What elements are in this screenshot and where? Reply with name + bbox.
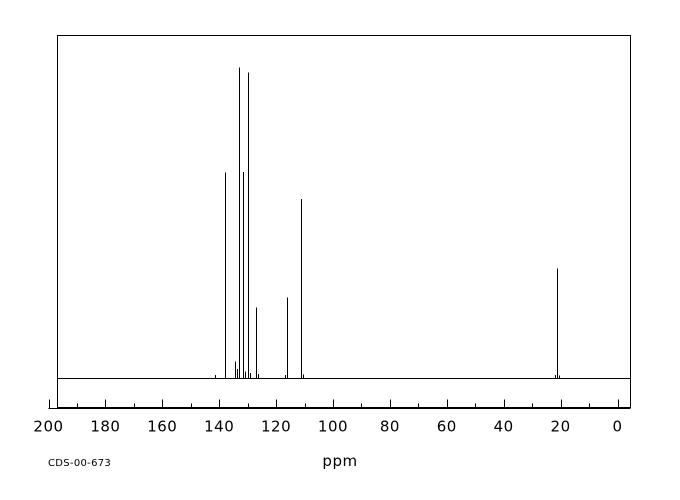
x-axis-tick-label: 20 bbox=[551, 418, 571, 436]
plot-frame bbox=[56, 34, 632, 409]
x-axis-tick-label: 100 bbox=[318, 418, 348, 436]
x-axis-tick-label: 200 bbox=[33, 418, 63, 436]
x-axis-title: ppm bbox=[322, 452, 357, 470]
x-axis-tick-label: 160 bbox=[147, 418, 177, 436]
spectrum-caption: CDS-00-673 bbox=[48, 458, 111, 469]
x-axis bbox=[48, 399, 631, 410]
x-axis-tick-label: 60 bbox=[437, 418, 457, 436]
peaks-layer bbox=[224, 67, 559, 379]
baseline-noise-layer bbox=[214, 361, 561, 379]
x-axis-tick-label: 140 bbox=[204, 418, 234, 436]
x-axis-tick-label: 120 bbox=[261, 418, 291, 436]
x-axis-tick-label: 40 bbox=[494, 418, 514, 436]
x-axis-tick-label: 0 bbox=[612, 418, 622, 436]
x-axis-tick-labels: 200 180 160 140 120 100 80 60 40 20 0 bbox=[33, 418, 622, 436]
x-axis-tick-label: 80 bbox=[380, 418, 400, 436]
x-axis-tick-label: 180 bbox=[90, 418, 120, 436]
